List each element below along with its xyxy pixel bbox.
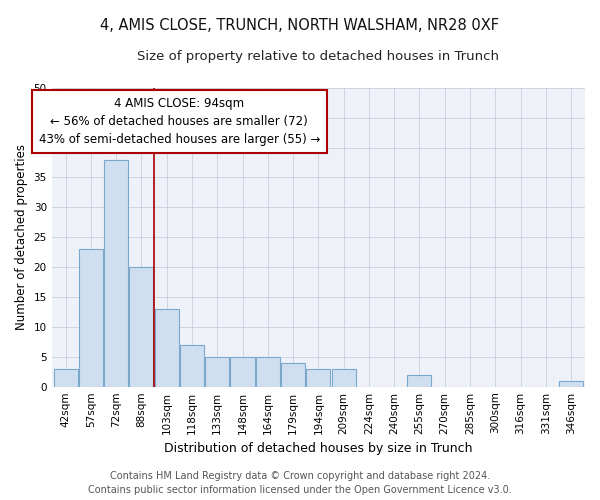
Bar: [230, 357, 254, 386]
Bar: [307, 368, 331, 386]
Text: 4, AMIS CLOSE, TRUNCH, NORTH WALSHAM, NR28 0XF: 4, AMIS CLOSE, TRUNCH, NORTH WALSHAM, NR…: [101, 18, 499, 32]
Bar: [281, 363, 305, 386]
Title: Size of property relative to detached houses in Trunch: Size of property relative to detached ho…: [137, 50, 499, 63]
Bar: [155, 309, 179, 386]
Text: 4 AMIS CLOSE: 94sqm
← 56% of detached houses are smaller (72)
43% of semi-detach: 4 AMIS CLOSE: 94sqm ← 56% of detached ho…: [38, 96, 320, 146]
Bar: [180, 345, 204, 387]
Bar: [256, 357, 280, 386]
Text: Contains HM Land Registry data © Crown copyright and database right 2024.
Contai: Contains HM Land Registry data © Crown c…: [88, 471, 512, 495]
Bar: [79, 249, 103, 386]
Y-axis label: Number of detached properties: Number of detached properties: [15, 144, 28, 330]
Bar: [407, 374, 431, 386]
Bar: [332, 368, 356, 386]
Bar: [53, 368, 77, 386]
Bar: [104, 160, 128, 386]
Bar: [205, 357, 229, 386]
X-axis label: Distribution of detached houses by size in Trunch: Distribution of detached houses by size …: [164, 442, 473, 455]
Bar: [559, 380, 583, 386]
Bar: [130, 267, 154, 386]
